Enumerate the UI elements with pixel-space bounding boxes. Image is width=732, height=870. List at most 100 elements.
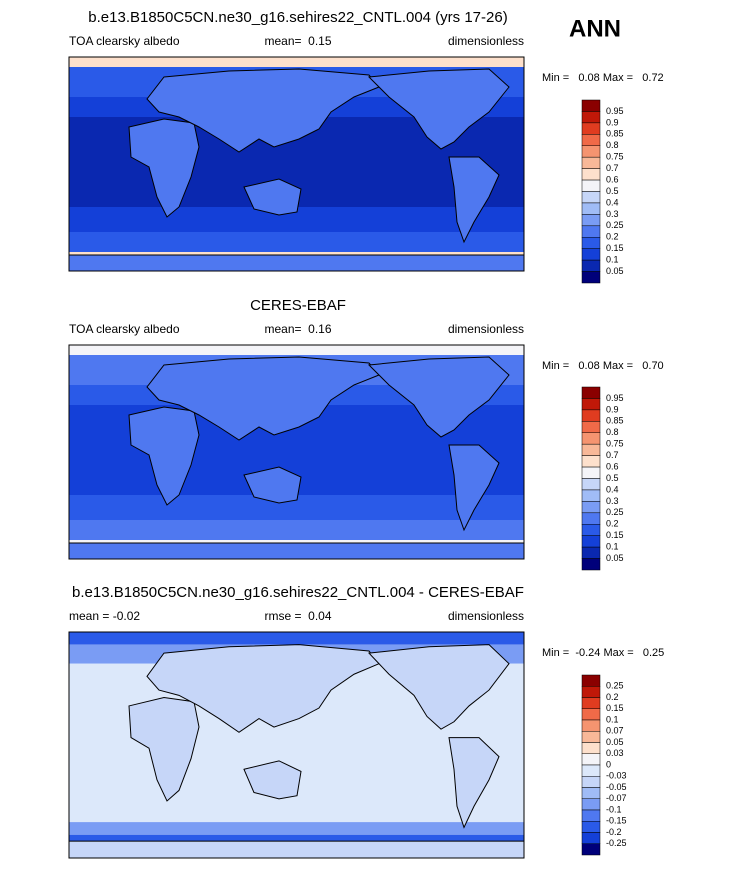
colorbar-label: -0.05 — [606, 782, 627, 792]
colorbar-box — [581, 489, 601, 502]
map-band — [69, 822, 524, 835]
map-frame — [68, 631, 525, 859]
colorbar-box — [581, 386, 601, 399]
colorbar-box — [581, 122, 601, 135]
min-max: Min = 0.08 Max = 0.70 — [542, 360, 664, 372]
left-label: TOA clearsky albedo — [69, 322, 180, 336]
colorbar-label: 0.1 — [606, 255, 619, 265]
colorbar-label: 0.25 — [606, 681, 624, 691]
colorbar-label: 0.2 — [606, 519, 619, 529]
map-band — [69, 345, 524, 355]
units-label: dimensionless — [448, 34, 524, 48]
continent — [129, 697, 199, 800]
colorbar-label: 0.1 — [606, 542, 619, 552]
continent — [244, 761, 301, 799]
center-label: mean= 0.16 — [264, 322, 331, 336]
colorbar-box — [581, 179, 601, 192]
continent — [147, 357, 379, 440]
colorbar-box — [581, 753, 601, 766]
continent — [244, 179, 301, 215]
map-band — [69, 632, 524, 645]
colorbar-label: 0.25 — [606, 220, 624, 230]
colorbar-label: 0.05 — [606, 737, 624, 747]
panel-title: b.e13.B1850C5CN.ne30_g16.sehires22_CNTL.… — [88, 9, 507, 26]
colorbar-label: 0.85 — [606, 416, 624, 426]
colorbar-label: 0.05 — [606, 266, 624, 276]
map-frame — [68, 344, 525, 560]
colorbar-label: 0.2 — [606, 232, 619, 242]
colorbar-box — [581, 501, 601, 514]
colorbar-label: 0.8 — [606, 427, 619, 437]
colorbar-label: 0.05 — [606, 553, 624, 563]
colorbar-box — [581, 259, 601, 272]
continent — [449, 157, 499, 242]
colorbar-label: 0.07 — [606, 726, 624, 736]
colorbar-label: 0.95 — [606, 106, 624, 116]
colorbar-box — [581, 809, 601, 822]
colorbar-label: 0.15 — [606, 703, 624, 713]
left-label: mean = -0.02 — [69, 609, 140, 623]
map-band — [69, 520, 524, 540]
colorbar-label: 0.1 — [606, 714, 619, 724]
continent — [369, 645, 509, 729]
colorbar-label: 0.4 — [606, 484, 619, 494]
colorbar-box — [581, 214, 601, 227]
colorbar-box — [581, 191, 601, 204]
colorbar-box — [581, 398, 601, 411]
season-label: ANN — [569, 15, 621, 42]
colorbar-box — [581, 798, 601, 811]
min-max: Min = 0.08 Max = 0.72 — [542, 72, 664, 84]
continent — [244, 467, 301, 503]
colorbar-box — [581, 731, 601, 743]
colorbar-box — [581, 99, 601, 112]
colorbar-box — [581, 478, 601, 491]
colorbar-box — [581, 145, 601, 158]
colorbar-label: 0.3 — [606, 496, 619, 506]
continent — [69, 543, 524, 559]
colorbar-box — [581, 708, 601, 721]
colorbar-label: 0.03 — [606, 748, 624, 758]
continent — [369, 69, 509, 149]
colorbar-label: 0.15 — [606, 530, 624, 540]
colorbar-box — [581, 764, 601, 777]
colorbar-label: 0.6 — [606, 461, 619, 471]
colorbar-box — [581, 156, 601, 169]
colorbar-label: -0.1 — [606, 804, 622, 814]
colorbar-box — [581, 237, 601, 249]
colorbar-box — [581, 168, 601, 181]
colorbar-box — [581, 686, 601, 698]
center-label: rmse = 0.04 — [264, 609, 331, 623]
panel-title: b.e13.B1850C5CN.ne30_g16.sehires22_CNTL.… — [72, 584, 524, 601]
continent — [69, 841, 524, 858]
colorbar-label: 0.75 — [606, 439, 624, 449]
units-label: dimensionless — [448, 609, 524, 623]
colorbar-box — [581, 843, 601, 856]
colorbar-box — [581, 512, 601, 525]
colorbar-box — [581, 546, 601, 559]
colorbar-box — [581, 674, 601, 687]
units-label: dimensionless — [448, 322, 524, 336]
colorbar-box — [581, 524, 601, 536]
colorbar-box — [581, 821, 601, 833]
map-band — [69, 232, 524, 252]
colorbar-box — [581, 421, 601, 433]
map — [69, 57, 524, 271]
colorbar-label: 0.3 — [606, 209, 619, 219]
colorbar-label: -0.2 — [606, 827, 622, 837]
map — [69, 632, 524, 858]
colorbar-box — [581, 535, 601, 548]
colorbar-box — [581, 558, 601, 571]
center-label: mean= 0.15 — [264, 34, 331, 48]
colorbar-label: 0.4 — [606, 197, 619, 207]
continent — [129, 119, 199, 217]
colorbar-label: 0.9 — [606, 117, 619, 127]
continent — [369, 357, 509, 437]
colorbar-box — [581, 225, 601, 238]
colorbar-box — [581, 409, 601, 422]
continent — [449, 738, 499, 828]
colorbar-box — [581, 787, 601, 799]
panel-title: CERES-EBAF — [250, 297, 346, 314]
map-band — [69, 834, 524, 844]
colorbar-box — [581, 832, 601, 844]
